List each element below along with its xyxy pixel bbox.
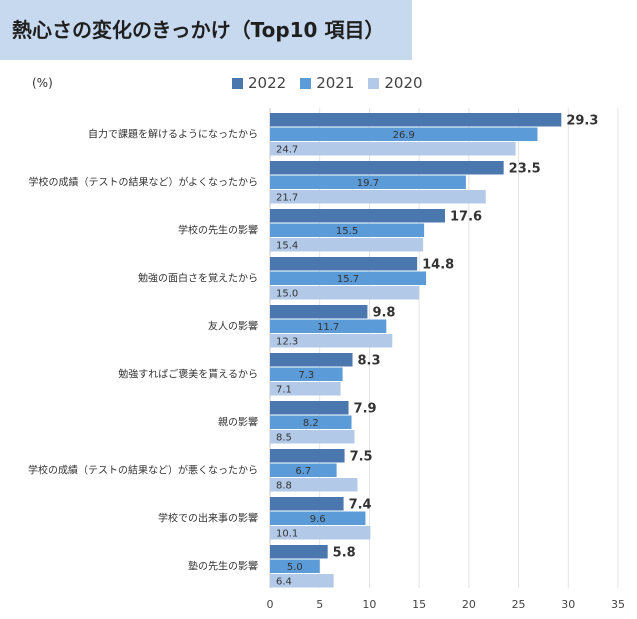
legend: 2022 2021 2020	[232, 74, 423, 92]
data-label-2021: 5.0	[287, 562, 303, 573]
category-label: 勉強すればご褒美を貰えるから	[118, 367, 258, 380]
data-label-2022: 23.5	[509, 162, 541, 177]
bar-2021	[270, 463, 337, 477]
bar-2021	[270, 511, 366, 525]
bar-2022	[270, 497, 344, 511]
data-label-2022: 7.9	[354, 402, 377, 417]
bar-2021	[270, 367, 343, 381]
data-label-2021: 19.7	[357, 178, 379, 189]
x-tick-label: 0	[267, 598, 274, 611]
data-label-2022: 17.6	[450, 210, 482, 225]
bar-2020	[270, 526, 371, 540]
bar-2020	[270, 238, 424, 252]
bar-2020	[270, 478, 358, 492]
bar-2022	[270, 401, 349, 415]
data-label-2020: 21.7	[276, 193, 298, 204]
category-label: 学校の先生の影響	[178, 223, 258, 236]
data-label-2021: 11.7	[317, 322, 339, 333]
bar-2022	[270, 353, 353, 367]
data-label-2022: 14.8	[422, 258, 454, 273]
bar-2020	[270, 334, 393, 348]
title-banner: 熱心さの変化のきっかけ（Top10 項目）	[0, 0, 412, 60]
bar-2022	[270, 113, 562, 127]
data-label-2021: 6.7	[295, 466, 311, 477]
bar-2021	[270, 175, 466, 189]
data-label-2021: 26.9	[393, 130, 415, 141]
legend-label-2020: 2020	[384, 74, 423, 92]
data-label-2022: 29.3	[566, 114, 598, 129]
bar-2020	[270, 286, 420, 300]
x-tick-label: 10	[362, 598, 376, 611]
bar-2022	[270, 209, 445, 223]
data-label-2020: 12.3	[276, 337, 298, 348]
category-label: 自力で課題を解けるようになったから	[88, 127, 258, 140]
data-label-2020: 15.0	[276, 289, 298, 300]
data-label-2022: 9.8	[372, 306, 395, 321]
bar-2022	[270, 161, 504, 175]
legend-swatch-2020	[368, 77, 380, 89]
bar-2021	[270, 559, 320, 573]
category-label: 学校の成績（テストの結果など）が悪くなったから	[28, 463, 258, 476]
category-label: 塾の先生の影響	[188, 559, 258, 572]
bar-2022	[270, 545, 328, 559]
bar-2020	[270, 142, 516, 156]
legend-item-2021: 2021	[300, 74, 354, 92]
x-tick-label: 35	[611, 598, 625, 611]
x-tick-label: 30	[561, 598, 575, 611]
data-label-2020: 15.4	[276, 241, 298, 252]
legend-label-2021: 2021	[316, 74, 355, 92]
data-label-2021: 9.6	[310, 514, 326, 525]
data-label-2020: 10.1	[276, 529, 298, 540]
x-tick-label: 20	[462, 598, 476, 611]
data-label-2020: 8.5	[276, 433, 292, 444]
data-label-2020: 6.4	[276, 577, 292, 588]
data-label-2022: 7.5	[350, 450, 373, 465]
x-tick-label: 25	[512, 598, 526, 611]
bar-2020	[270, 574, 334, 588]
unit-label: (%)	[32, 76, 53, 90]
legend-label-2022: 2022	[248, 74, 287, 92]
data-label-2020: 7.1	[276, 385, 292, 396]
data-label-2022: 8.3	[358, 354, 381, 369]
x-tick-label: 5	[316, 598, 323, 611]
data-label-2022: 5.8	[333, 546, 356, 561]
legend-item-2022: 2022	[232, 74, 286, 92]
legend-swatch-2022	[232, 77, 243, 89]
bar-2021	[270, 127, 538, 141]
bar-2020	[270, 382, 341, 396]
category-label: 勉強の面白さを覚えたから	[138, 271, 258, 284]
data-label-2020: 8.8	[276, 481, 292, 492]
data-label-2022: 7.4	[349, 498, 372, 513]
category-label: 友人の影響	[208, 319, 258, 332]
bar-2022	[270, 449, 345, 463]
category-label: 親の影響	[218, 415, 258, 428]
bar-2021	[270, 319, 387, 333]
bar-2021	[270, 415, 352, 429]
bar-2021	[270, 271, 427, 285]
category-label: 学校での出来事の影響	[158, 511, 258, 524]
bar-2020	[270, 430, 355, 444]
bar-2021	[270, 223, 425, 237]
bar-2022	[270, 257, 418, 271]
data-label-2021: 15.5	[336, 226, 358, 237]
chart-title: 熱心さの変化のきっかけ（Top10 項目）	[12, 18, 385, 42]
data-label-2021: 7.3	[298, 370, 314, 381]
data-label-2020: 24.7	[276, 145, 298, 156]
data-label-2021: 8.2	[303, 418, 319, 429]
legend-swatch-2021	[300, 77, 312, 89]
x-tick-label: 15	[412, 598, 426, 611]
category-label: 学校の成績（テストの結果など）がよくなったから	[29, 175, 259, 188]
bar-2020	[270, 190, 486, 204]
bar-2022	[270, 305, 368, 319]
legend-item-2020: 2020	[368, 74, 423, 92]
data-label-2021: 15.7	[337, 274, 359, 285]
